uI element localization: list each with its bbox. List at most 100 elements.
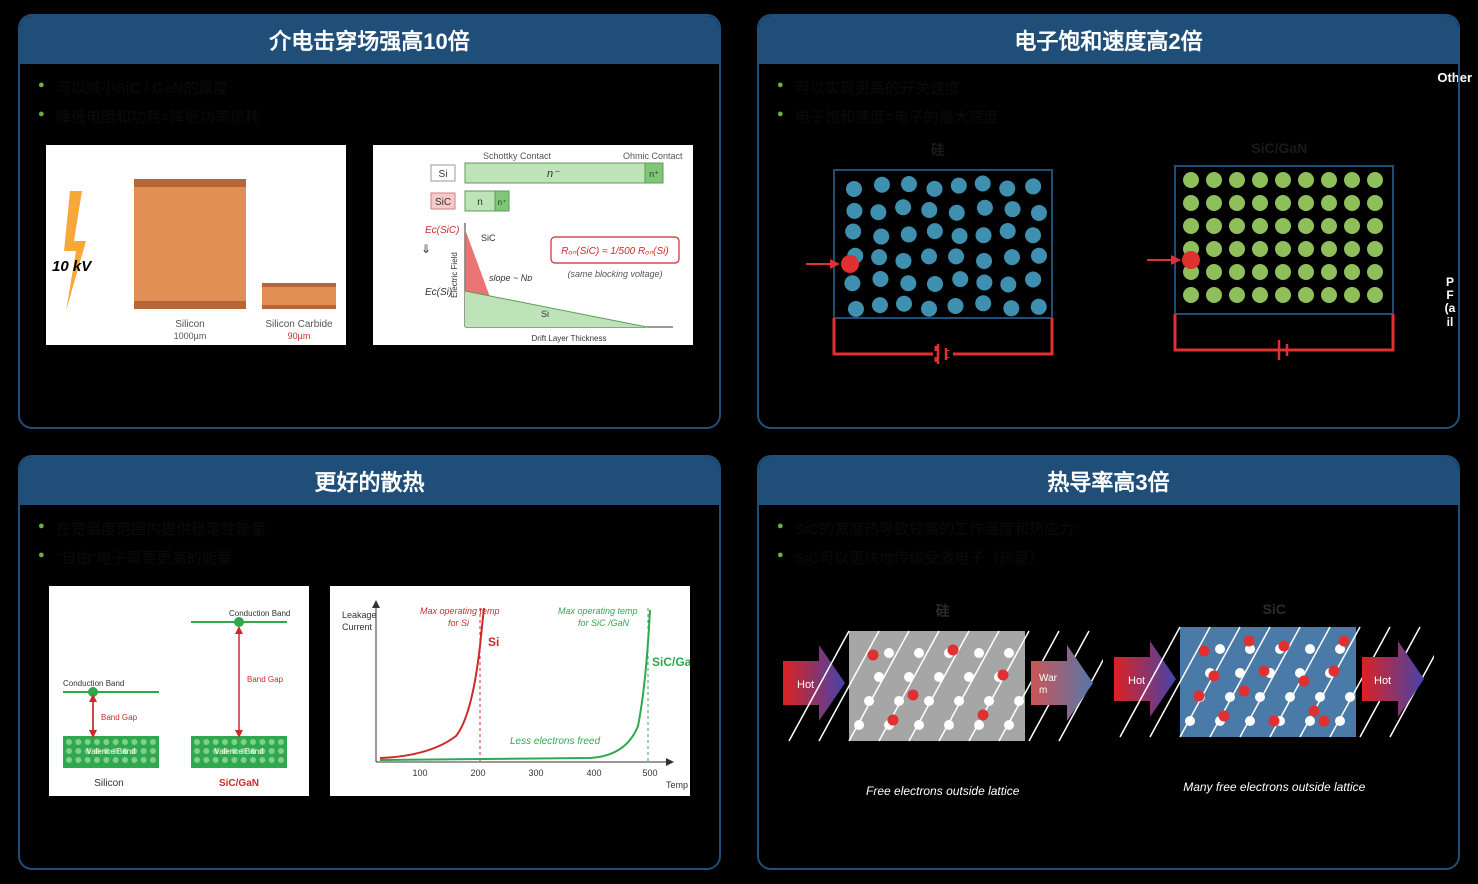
formula-text: Rₒₙ(SiC) ≈ 1/500 Rₒₙ(Si): [561, 246, 668, 257]
decoration: [262, 283, 336, 287]
sic-np-t: n⁺: [497, 198, 506, 207]
sic-thermal-block: SiC Hot Hot Many free electrons outside …: [1114, 601, 1434, 798]
hot-out-label: Hot: [1374, 675, 1391, 687]
diagram-row: Silicon Valence Band Conduction Band Ban…: [38, 581, 701, 801]
bullet: "自由"电子需要更高的能量: [38, 544, 701, 573]
decoration: [262, 305, 336, 309]
si-thermal-block: 硅 Hot War: [783, 601, 1103, 798]
svg-text:200: 200: [471, 768, 486, 778]
panel-grid: 介电击穿场强高10倍 可以减小SiC / GaN的厚度 降低电阻和功耗=降低功率…: [0, 0, 1478, 884]
cb-label: Conduction Band: [63, 679, 124, 688]
cb-label2: Conduction Band: [229, 609, 290, 618]
bullet: 在宽温度范围内提供稳定性能量: [38, 515, 701, 544]
panel-body: 在宽温度范围内提供稳定性能量 "自由"电子需要更高的能量 Silicon Val…: [20, 505, 719, 868]
y-label2: Current: [342, 622, 373, 632]
x-label: Temp °C: [666, 780, 690, 790]
lightning-icon: [64, 191, 86, 311]
mat1-sub: 1000µm: [174, 331, 207, 341]
panel-thermal-conductivity: 热导率高3倍 SiC的宽度热导致较高的工作温度和热应力 SiC可以更快地传输受激…: [757, 455, 1460, 870]
svg-text:300: 300: [529, 768, 544, 778]
panel-heat-dissipation: 更好的散热 在宽温度范围内提供稳定性能量 "自由"电子需要更高的能量 Silic…: [18, 455, 721, 870]
schottky-label: Schottky Contact: [483, 151, 552, 161]
kv-text: 10 kV: [52, 258, 93, 275]
same-v: (same blocking voltage): [567, 269, 662, 279]
mat2-sub: 90µm: [288, 331, 311, 341]
si-curve: [380, 608, 484, 758]
bandgap-diagram: Silicon Valence Band Conduction Band Ban…: [49, 586, 309, 796]
bullet: SiC的宽度热导致较高的工作温度和热应力: [777, 515, 1440, 544]
caption: Free electrons outside lattice: [783, 784, 1103, 798]
caption: Many free electrons outside lattice: [1114, 780, 1434, 794]
sic-dots: [1183, 172, 1383, 303]
bandgap-lbl: Band Gap: [101, 713, 138, 722]
bullet: 降低电阻和功耗=降低功率损耗: [38, 103, 701, 132]
max-sic: Max operating temp: [558, 606, 638, 616]
max-sic2: for SiC /GaN: [578, 618, 630, 628]
bullet: 可以实现更高的开关速度: [777, 74, 1440, 103]
bullet-list: SiC的宽度热导致较高的工作温度和热应力 SiC可以更快地传输受激电子（热量）: [777, 515, 1440, 573]
sic-box-label: SiC: [435, 197, 451, 208]
warm-label2: m: [1039, 685, 1047, 696]
ohmic-label: Ohmic Contact: [623, 151, 683, 161]
y-arrow-icon: [372, 600, 380, 608]
si-lattice-block: 硅: [788, 140, 1088, 379]
sic-n: n: [477, 197, 483, 208]
leakage-chart: Leakage Current Si Max operating temp fo…: [330, 586, 690, 796]
silicon-lbl: Silicon: [94, 778, 123, 789]
xaxis-label: Drift Layer Thickness: [531, 334, 606, 343]
slope-label: slope ~ Nᴅ: [489, 273, 532, 283]
si-lattice-svg: [788, 164, 1088, 374]
panel-electron-velocity: 电子饱和速度高2倍 PF(ail 可以实现更高的开关速度 电子饱和速度=电子的最…: [757, 14, 1460, 429]
si-label: 硅: [788, 140, 1088, 160]
x-arrow-icon: [666, 758, 674, 766]
diagram-row: 10 kV Silicon 1000µm Silicon Carbide 90µ…: [38, 140, 701, 350]
mat2-label: Silicon Carbide: [266, 319, 334, 330]
bandgap-svg: Silicon Valence Band Conduction Band Ban…: [49, 586, 309, 796]
sic-lattice-block: SiC/GaN: [1129, 140, 1429, 379]
sic-label: SiC/GaN: [1129, 140, 1429, 156]
field-diagram: Schottky Contact Ohmic Contact Si n⁻ n⁺ …: [373, 145, 693, 345]
sic-mark: SiC: [481, 233, 496, 243]
si-mark: Si: [541, 309, 549, 319]
bullet-list: 可以实现更高的开关速度 电子饱和速度=电子的最大速度: [777, 74, 1440, 132]
ec-si: Eᴄ(Si): [425, 287, 452, 298]
hot-label: Hot: [797, 679, 814, 691]
np-region: n⁺: [649, 169, 659, 179]
panel-title: 介电击穿场强高10倍: [20, 16, 719, 64]
leakage-svg: Leakage Current Si Max operating temp fo…: [330, 586, 690, 796]
si-dots: [844, 175, 1047, 316]
decoration: [134, 301, 246, 309]
panel-body: 可以实现更高的开关速度 电子饱和速度=电子的最大速度 硅: [759, 64, 1458, 427]
panel-body: 可以减小SiC / GaN的厚度 降低电阻和功耗=降低功率损耗 10 kV: [20, 64, 719, 427]
bullet-list: 在宽温度范围内提供稳定性能量 "自由"电子需要更高的能量: [38, 515, 701, 573]
lattice-row: 硅: [777, 140, 1440, 379]
panel-dielectric: 介电击穿场强高10倍 可以减小SiC / GaN的厚度 降低电阻和功耗=降低功率…: [18, 14, 721, 429]
field-svg: Schottky Contact Ohmic Contact Si n⁻ n⁺ …: [373, 145, 693, 345]
bullet-list: 可以减小SiC / GaN的厚度 降低电阻和功耗=降低功率损耗: [38, 74, 701, 132]
ec-sic: Eᴄ(SiC): [425, 225, 459, 236]
panel-title: 更好的散热: [20, 457, 719, 505]
mat1-label: Silicon: [176, 319, 205, 330]
bullet: 可以减小SiC / GaN的厚度: [38, 74, 701, 103]
less-e: Less electrons freed: [510, 736, 600, 747]
si-box-label: Si: [438, 169, 447, 180]
circuit-wire: [834, 318, 1052, 354]
thickness-diagram: 10 kV Silicon 1000µm Silicon Carbide 90µ…: [46, 145, 346, 345]
decoration: [134, 179, 246, 187]
panel-title: 电子饱和速度高2倍: [759, 16, 1458, 64]
sic-label: SiC: [1114, 601, 1434, 617]
hot-label: Hot: [1128, 675, 1145, 687]
bullet: 电子饱和速度=电子的最大速度: [777, 103, 1440, 132]
svg-text:500: 500: [643, 768, 658, 778]
free-electron-icon: [234, 617, 244, 627]
max-si2: for Si: [448, 618, 470, 628]
lattice-box: [834, 170, 1052, 318]
arrow-down: ⇓: [421, 242, 431, 256]
panel-body: SiC的宽度热导致较高的工作温度和热应力 SiC可以更快地传输受激电子（热量） …: [759, 505, 1458, 868]
si-label: 硅: [783, 601, 1103, 621]
silicon-block: [134, 179, 246, 309]
svg-text:400: 400: [587, 768, 602, 778]
sic-thermal-svg: Hot Hot: [1114, 621, 1434, 771]
sicgan-lbl: SiC/GaN: [219, 778, 259, 789]
svg-text:100: 100: [413, 768, 428, 778]
